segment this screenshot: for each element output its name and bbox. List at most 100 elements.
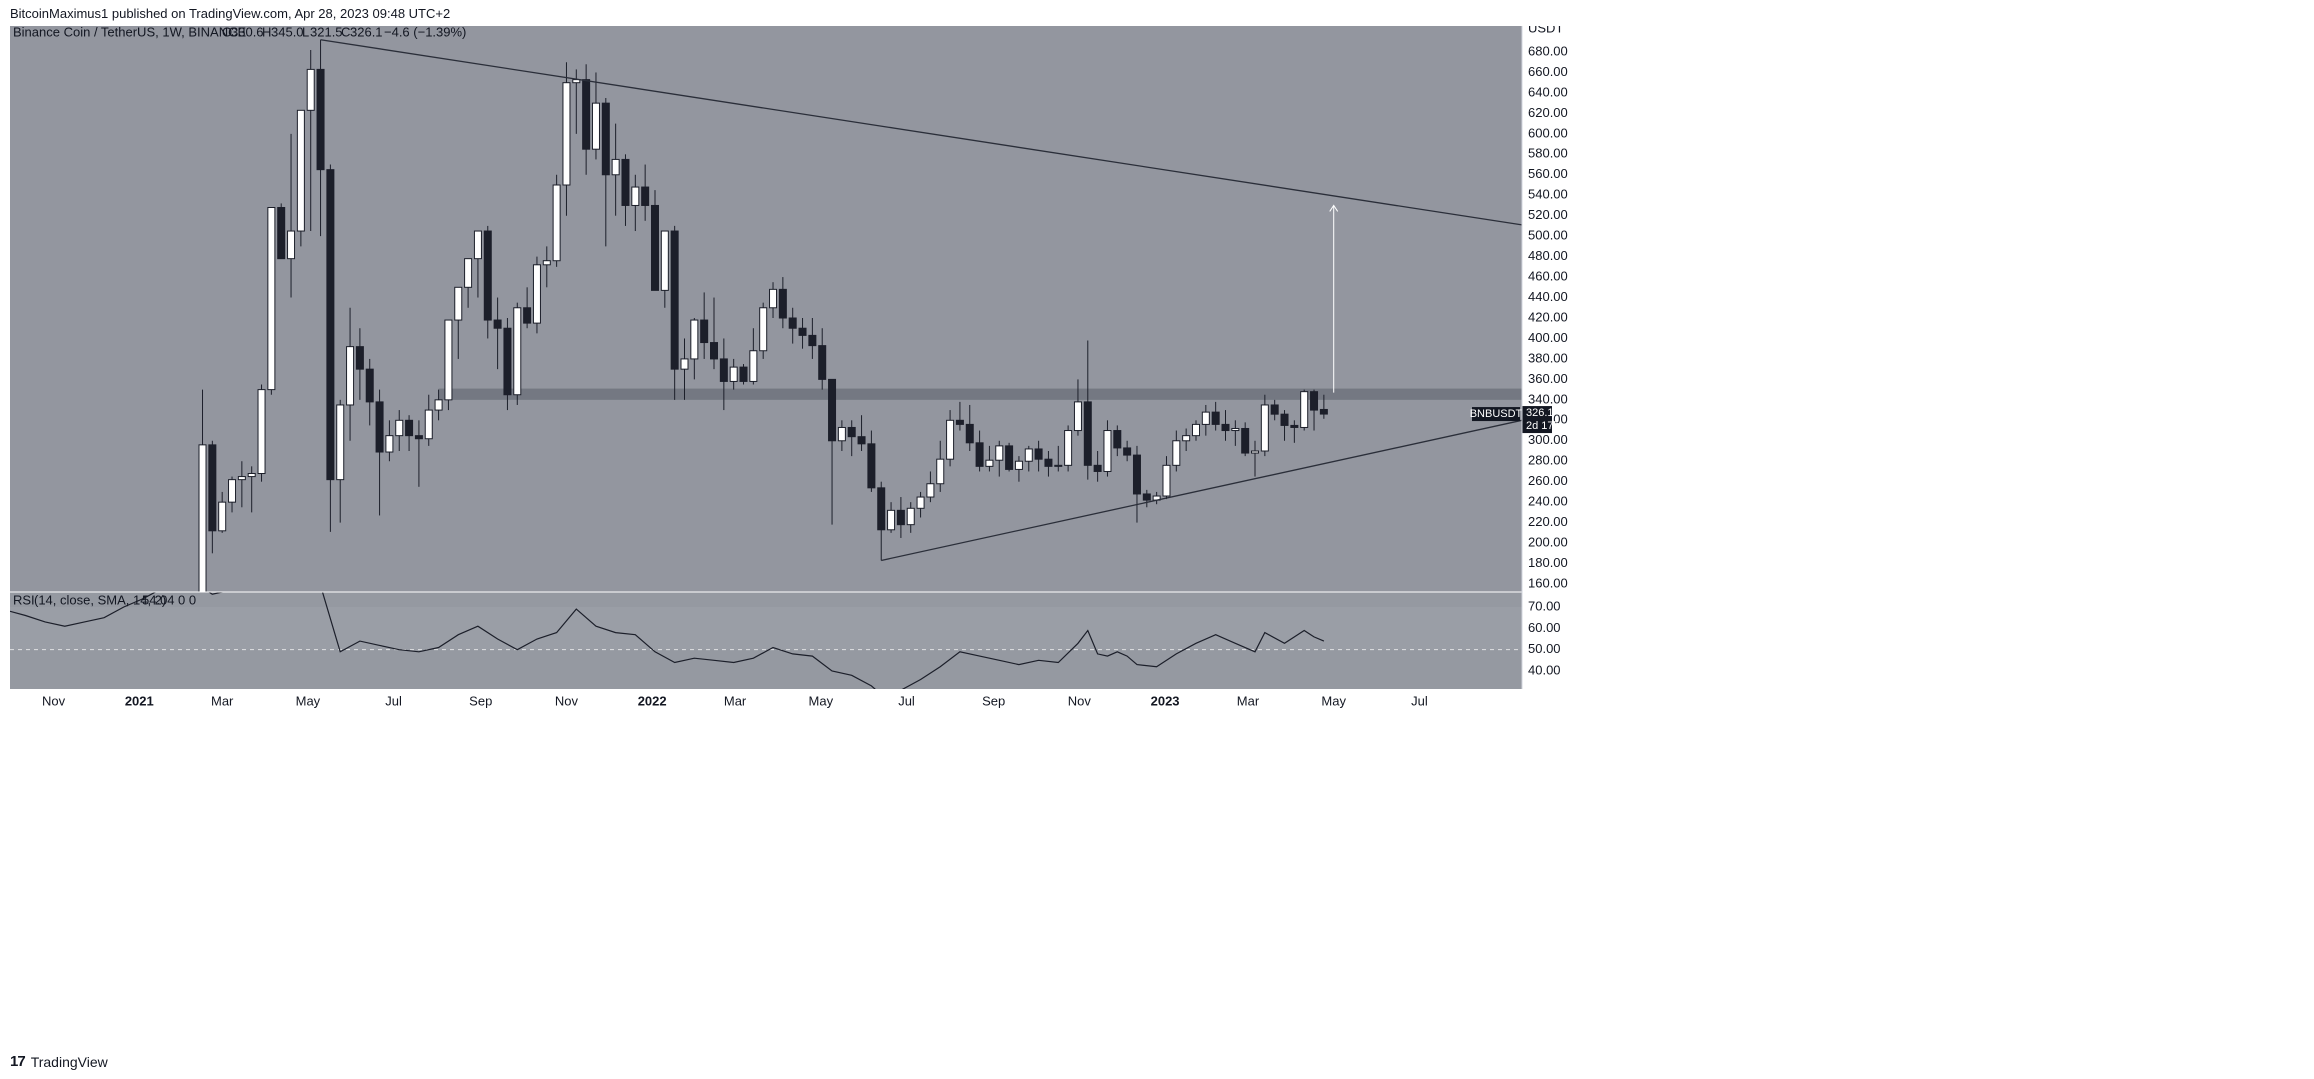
candle-down[interactable] — [1241, 427, 1250, 454]
candle-up[interactable] — [1191, 423, 1200, 437]
candle-up[interactable] — [769, 288, 778, 309]
candle-up[interactable] — [1054, 464, 1063, 467]
candle-down[interactable] — [503, 327, 512, 396]
candle-up[interactable] — [1172, 440, 1181, 466]
candle-up[interactable] — [513, 307, 522, 396]
candle-down[interactable] — [700, 319, 709, 344]
candle-up[interactable] — [257, 389, 266, 475]
candle-down[interactable] — [414, 435, 423, 440]
candle-up[interactable] — [552, 184, 561, 262]
candle-up[interactable] — [218, 501, 227, 532]
candle-down[interactable] — [1132, 454, 1141, 495]
candle-up[interactable] — [611, 158, 620, 176]
candle-up[interactable] — [542, 260, 551, 266]
candle-down[interactable] — [1083, 401, 1092, 466]
candle-down[interactable] — [798, 327, 807, 336]
candle-down[interactable] — [808, 334, 817, 347]
candle-down[interactable] — [788, 317, 797, 329]
candle-down[interactable] — [375, 401, 384, 453]
candle-up[interactable] — [1073, 401, 1082, 432]
candle-down[interactable] — [896, 509, 905, 526]
candle-down[interactable] — [621, 158, 630, 206]
candle-down[interactable] — [847, 426, 856, 438]
candle-up[interactable] — [198, 444, 207, 594]
candle-up[interactable] — [631, 186, 640, 206]
candle-up[interactable] — [1182, 435, 1191, 442]
candle-up[interactable] — [995, 445, 1004, 461]
resistance-zone[interactable] — [438, 388, 1522, 400]
candle-down[interactable] — [1270, 404, 1279, 415]
candle-down[interactable] — [365, 368, 374, 403]
candle-up[interactable] — [424, 409, 433, 440]
candle-down[interactable] — [523, 307, 532, 324]
candle-down[interactable] — [1093, 464, 1102, 472]
candle-down[interactable] — [326, 169, 335, 481]
candle-up[interactable] — [1231, 427, 1240, 432]
candle-down[interactable] — [877, 487, 886, 531]
candle-down[interactable] — [641, 186, 650, 206]
candle-down[interactable] — [1123, 447, 1132, 456]
candle-up[interactable] — [385, 435, 394, 453]
candle-up[interactable] — [749, 350, 758, 382]
candle-down[interactable] — [277, 207, 286, 260]
candle-up[interactable] — [287, 230, 296, 260]
candle-up[interactable] — [247, 473, 256, 478]
candle-up[interactable] — [1260, 404, 1269, 452]
candle-down[interactable] — [1142, 493, 1151, 501]
candle-up[interactable] — [434, 399, 443, 411]
candle-up[interactable] — [1201, 411, 1210, 425]
candle-down[interactable] — [1290, 424, 1299, 428]
candle-up[interactable] — [306, 68, 315, 111]
candle-up[interactable] — [454, 286, 463, 321]
rsi-legend[interactable]: RSI (14, close, SMA, 14, 2) 54.04 0 0 — [13, 592, 196, 607]
candle-up[interactable] — [395, 419, 404, 437]
candle-up[interactable] — [1251, 450, 1260, 454]
candle-up[interactable] — [464, 258, 473, 288]
candle-down[interactable] — [582, 79, 591, 150]
candle-down[interactable] — [483, 230, 492, 321]
candle-down[interactable] — [719, 358, 728, 382]
time-axis[interactable]: Nov 2021 Mar May Jul Sep Nov 2022 Mar May Jul Sep No… — [42, 693, 1428, 708]
candle-up[interactable] — [759, 307, 768, 352]
candle-up[interactable] — [1300, 391, 1309, 428]
candle-down[interactable] — [208, 444, 217, 532]
candle-up[interactable] — [473, 230, 482, 260]
candle-down[interactable] — [1211, 411, 1220, 425]
candle-up[interactable] — [1024, 448, 1033, 462]
candle-up[interactable] — [680, 358, 689, 370]
symbol-tag[interactable] — [1472, 407, 1520, 422]
candle-up[interactable] — [946, 419, 955, 460]
candle-up[interactable] — [1014, 460, 1023, 470]
candle-up[interactable] — [887, 509, 896, 531]
candle-up[interactable] — [690, 319, 699, 360]
candle-down[interactable] — [975, 442, 984, 467]
candle-down[interactable] — [1280, 413, 1289, 426]
tradingview-brand[interactable]: 17 TradingView — [10, 1053, 108, 1070]
candle-up[interactable] — [985, 459, 994, 467]
candle-down[interactable] — [710, 342, 719, 360]
candle-up[interactable] — [532, 264, 541, 324]
last-price-tag[interactable] — [1522, 406, 1552, 434]
candle-up[interactable] — [1064, 430, 1073, 466]
candle-up[interactable] — [267, 207, 276, 391]
candle-up[interactable] — [729, 366, 738, 382]
candle-up[interactable] — [1162, 464, 1171, 497]
candle-down[interactable] — [1113, 430, 1122, 449]
candle-up[interactable] — [660, 230, 669, 291]
candle-down[interactable] — [778, 288, 787, 319]
candle-up[interactable] — [237, 476, 246, 481]
candle-down[interactable] — [493, 319, 502, 329]
candle-up[interactable] — [346, 346, 355, 406]
candle-up[interactable] — [936, 458, 945, 485]
candle-down[interactable] — [1005, 445, 1014, 470]
candle-up[interactable] — [1103, 430, 1112, 472]
rsi-line[interactable] — [10, 573, 1325, 695]
candle-down[interactable] — [355, 346, 364, 370]
candle-down[interactable] — [965, 423, 974, 444]
candle-up[interactable] — [916, 496, 925, 509]
candle-down[interactable] — [1319, 408, 1328, 415]
candle-up[interactable] — [591, 102, 600, 150]
candle-down[interactable] — [867, 443, 876, 489]
candle-down[interactable] — [670, 230, 679, 370]
candle-up[interactable] — [562, 82, 571, 186]
